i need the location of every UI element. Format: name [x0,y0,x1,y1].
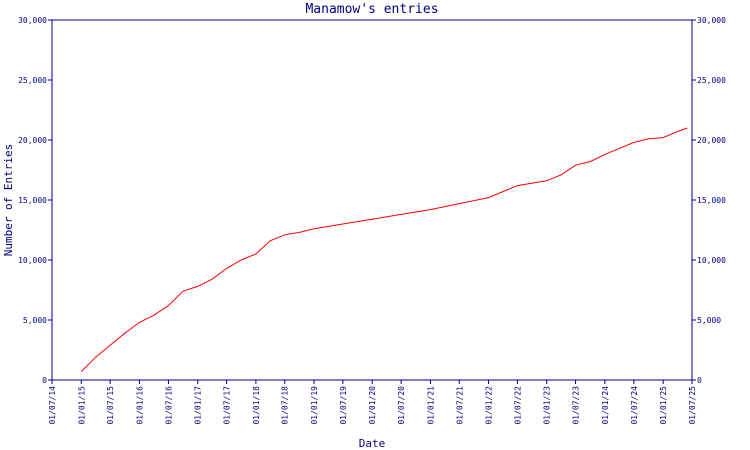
x-tick-label: 01/07/14 [48,386,57,425]
y-tick-label-right: 0 [697,376,702,385]
x-tick-label: 01/07/17 [223,386,232,425]
x-tick-label: 01/01/22 [485,386,494,425]
x-tick-label: 01/01/23 [543,386,552,425]
y-tick-label-right: 15,000 [697,196,726,205]
x-tick-label: 01/07/16 [164,386,173,425]
y-tick-label-left: 0 [42,376,47,385]
x-tick-label: 01/01/25 [659,386,668,425]
x-tick-label: 01/07/21 [455,386,464,425]
y-tick-label-right: 25,000 [697,76,726,85]
x-tick-label: 01/01/18 [252,386,261,425]
x-axis: 01/07/14 01/01/15 01/07/15 01/01/16 01/07/16… [48,380,697,425]
y-tick-label-right: 10,000 [697,256,726,265]
x-tick-label: 01/07/23 [572,386,581,425]
y-tick-label-left: 30,000 [18,16,47,25]
x-tick-label: 01/07/25 [688,386,697,425]
y-tick-label-right: 20,000 [697,136,726,145]
y-tick-label-left: 15,000 [18,196,47,205]
chart-title: Manamow's entries [305,2,438,17]
x-tick-label: 01/07/19 [339,386,348,425]
x-tick-label: 01/01/15 [77,386,86,425]
x-tick-label: 01/01/24 [601,386,610,425]
x-axis-title: Date [359,437,386,450]
y-tick-label-left: 25,000 [18,76,47,85]
y-tick-label-left: 5,000 [23,316,47,325]
x-tick-label: 01/01/19 [310,386,319,425]
series-line [80,127,688,372]
y-axis-right: 0 5,000 10,000 15,000 20,000 25,000 30,000 [692,16,726,385]
x-tick-label: 01/07/20 [397,386,406,425]
y-tick-label-left: 10,000 [18,256,47,265]
y-tick-label-right: 5,000 [697,316,721,325]
x-tick-label: 01/01/20 [368,386,377,425]
plot-frame [51,19,693,381]
x-tick-label: 01/07/15 [106,386,115,425]
y-tick-label-right: 30,000 [697,16,726,25]
x-tick-label: 01/07/22 [513,386,522,425]
y-axis-left: 0 5,000 10,000 15,000 20,000 25,000 30,000 [18,16,52,385]
x-tick-label: 01/07/24 [630,386,639,425]
x-tick-label: 01/07/18 [281,386,290,425]
x-tick-label: 01/01/16 [135,386,144,425]
y-axis-title: Number of Entries [2,144,15,257]
x-tick-label: 01/01/17 [194,386,203,425]
y-tick-label-left: 20,000 [18,136,47,145]
x-tick-label: 01/01/21 [426,386,435,425]
